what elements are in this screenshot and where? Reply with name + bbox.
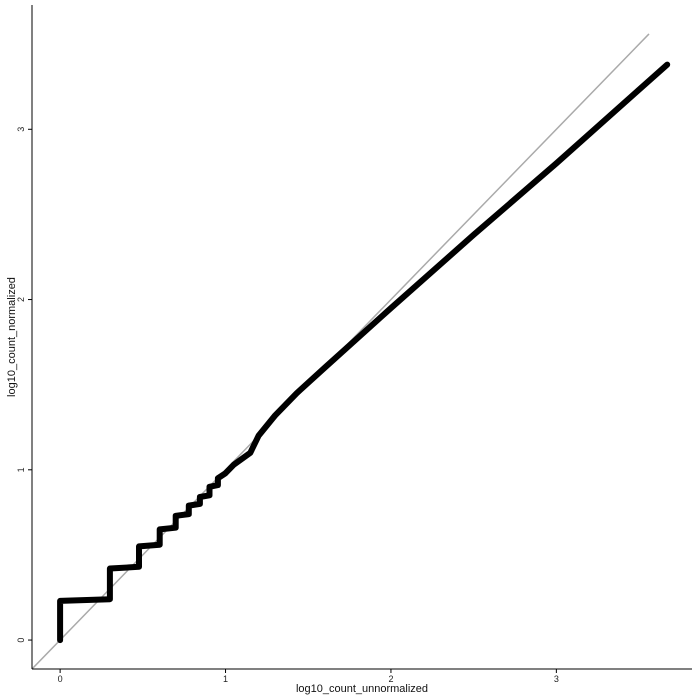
x-tick-label: 3 bbox=[554, 674, 559, 684]
axes bbox=[31, 5, 692, 670]
y-tick-label: 1 bbox=[16, 467, 26, 472]
x-tick-label: 1 bbox=[223, 674, 228, 684]
series-line-0 bbox=[57, 61, 671, 644]
y-tick-label: 3 bbox=[16, 127, 26, 132]
x-axis-title: log10_count_unnormalized bbox=[296, 683, 428, 695]
plot-area bbox=[32, 33, 671, 669]
ticks: 0 1 2 3 0 1 2 3 bbox=[16, 127, 559, 684]
x-tick-label: 2 bbox=[388, 674, 393, 684]
y-tick-label: 0 bbox=[16, 638, 26, 643]
y-tick-label: 2 bbox=[16, 297, 26, 302]
x-tick-label: 0 bbox=[58, 674, 63, 684]
y-axis-title: log10_count_normalized bbox=[6, 277, 18, 397]
